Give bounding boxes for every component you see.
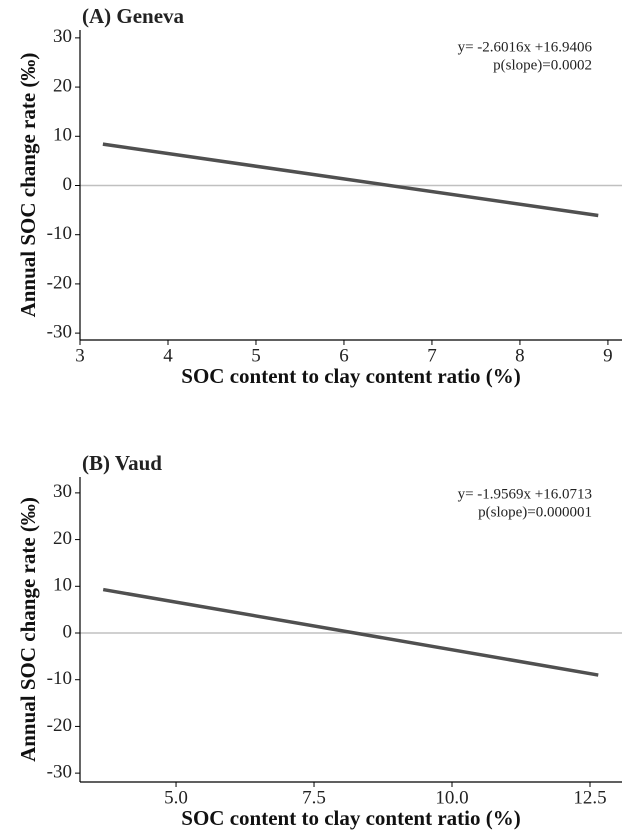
annotation: p(slope)=0.0002 — [493, 57, 592, 73]
y-tick-label: -30 — [47, 321, 72, 342]
x-axis-title: SOC content to clay content ratio (%) — [181, 364, 520, 388]
y-tick-label: 20 — [53, 75, 72, 96]
y-axis-title: Annual SOC change rate (‰) — [16, 497, 40, 762]
panel-title: (A) Geneva — [82, 4, 185, 28]
y-tick-label: 30 — [53, 481, 72, 502]
panel-title: (B) Vaud — [82, 451, 162, 475]
x-tick-label: 3 — [75, 345, 85, 366]
y-tick-label: -10 — [47, 668, 72, 689]
x-tick-label: 5 — [251, 345, 261, 366]
x-tick-label: 7 — [427, 345, 437, 366]
x-tick-label: 8 — [515, 345, 525, 366]
x-tick-label: 5.0 — [164, 787, 188, 808]
y-tick-label: -20 — [47, 715, 72, 736]
x-tick-label: 10.0 — [435, 787, 468, 808]
annotation: y= -2.6016x +16.9406 — [458, 39, 593, 55]
y-tick-label: -30 — [47, 761, 72, 782]
y-tick-label: 30 — [53, 26, 72, 47]
y-tick-label: 10 — [53, 575, 72, 596]
y-tick-label: 0 — [63, 621, 73, 642]
annotation: y= -1.9569x +16.0713 — [458, 486, 592, 502]
y-tick-label: -20 — [47, 272, 72, 293]
x-tick-label: 9 — [603, 345, 613, 366]
y-tick-label: 10 — [53, 125, 72, 146]
y-tick-label: 20 — [53, 528, 72, 549]
y-tick-label: 0 — [63, 174, 73, 195]
x-tick-label: 7.5 — [302, 787, 326, 808]
regression-line — [102, 142, 599, 218]
x-tick-label: 6 — [339, 345, 349, 366]
y-tick-label: -10 — [47, 223, 72, 244]
y-axis-title: Annual SOC change rate (‰) — [16, 53, 40, 318]
x-axis-title: SOC content to clay content ratio (%) — [181, 806, 520, 830]
x-tick-label: 12.5 — [573, 787, 606, 808]
annotation: p(slope)=0.000001 — [478, 504, 592, 520]
x-tick-label: 4 — [163, 345, 173, 366]
regression-line — [102, 587, 599, 677]
